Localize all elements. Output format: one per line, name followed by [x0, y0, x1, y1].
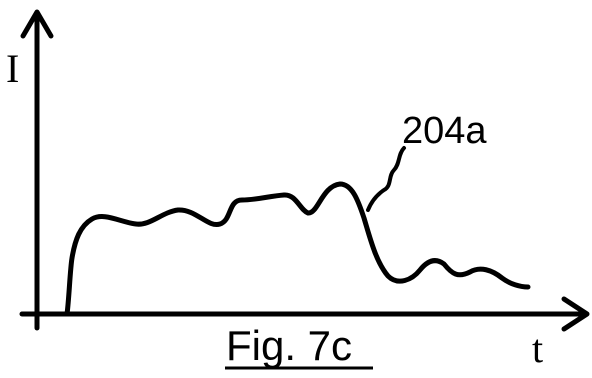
y-axis-label: I	[6, 46, 19, 91]
current-curve-204a	[67, 184, 528, 314]
y-axis	[23, 12, 51, 328]
figure-caption: Fig. 7c	[226, 322, 352, 369]
reference-label-204a: 204a	[402, 110, 487, 152]
reference-leader-line	[368, 148, 404, 210]
x-axis-label: t	[532, 326, 543, 371]
